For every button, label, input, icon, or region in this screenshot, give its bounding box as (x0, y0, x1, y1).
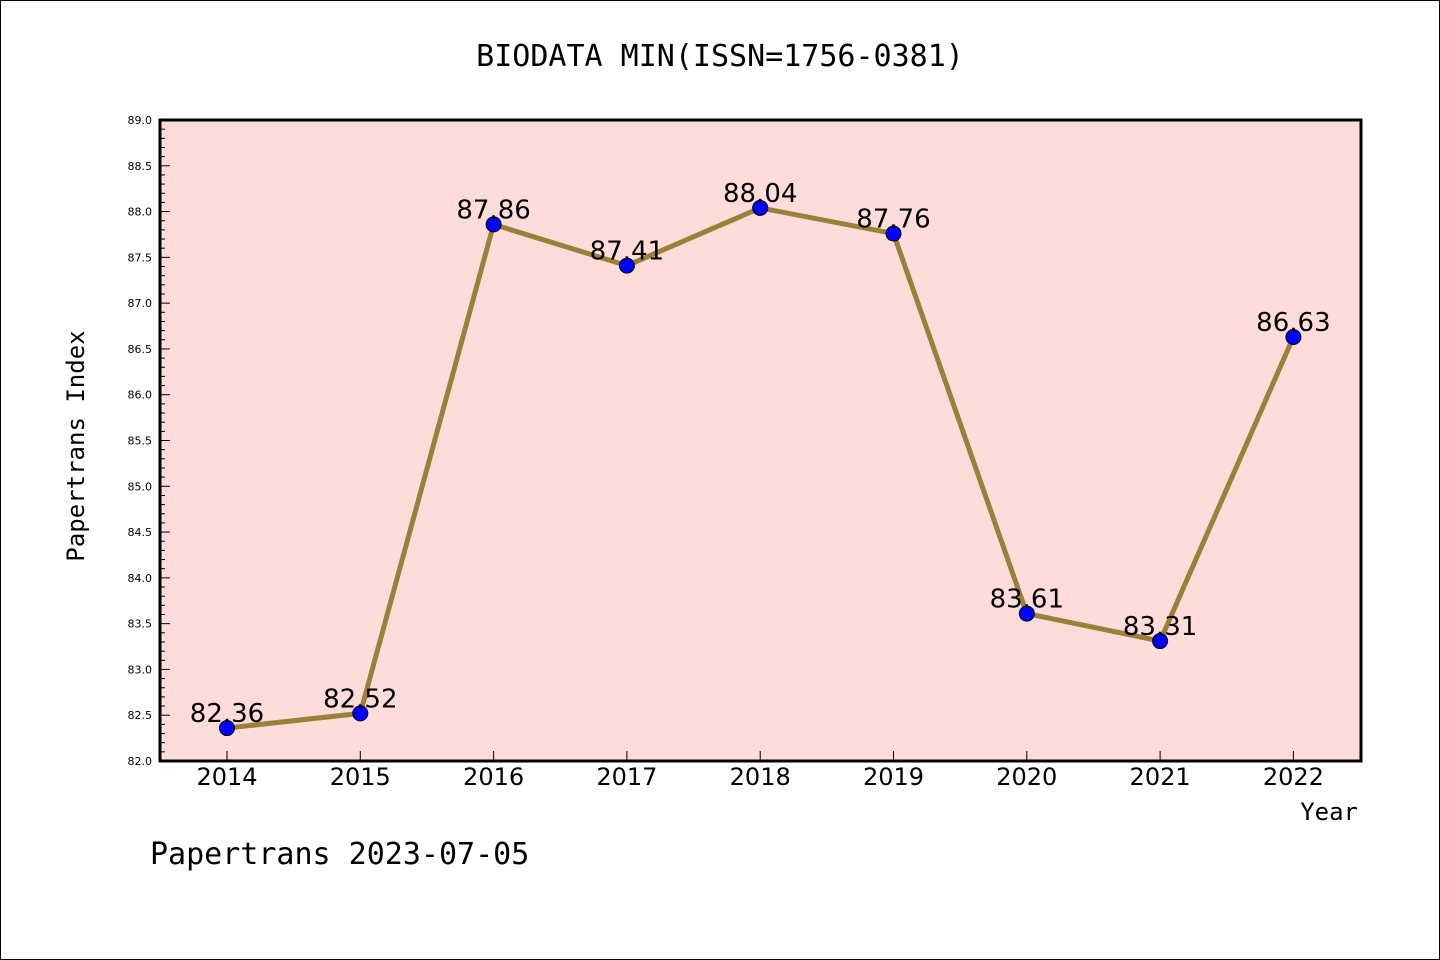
y-tick-label: 88.0 (128, 206, 153, 219)
x-tick-label: 2020 (996, 763, 1057, 791)
data-label-group: 82.36 82.52 87.86 87.41 88.04 87.76 83.61 83.31… (190, 179, 1331, 729)
x-axis: 2014 2015 2016 2017 2018 2019 2020 2021 2022 (196, 751, 1324, 791)
y-tick-label: 87.5 (128, 251, 153, 264)
x-tick-label: 2016 (463, 763, 524, 791)
x-tick-label: 2022 (1263, 763, 1324, 791)
data-point-marker (885, 225, 902, 242)
y-tick-label: 86.5 (128, 343, 153, 356)
data-label: 87.86 (456, 195, 530, 225)
y-axis: 82.0 82.5 83.0 83.5 84.0 84.5 85.0 85.5 86.0 86.5… (128, 114, 170, 768)
y-tick-label: 87.0 (128, 297, 153, 310)
data-point-marker (1018, 605, 1035, 622)
data-label: 87.41 (590, 237, 664, 267)
data-label: 82.36 (190, 699, 264, 729)
y-tick-label: 85.0 (128, 480, 153, 493)
footer-credit: Papertrans 2023-07-05 (150, 837, 529, 872)
x-tick-label: 2015 (330, 763, 391, 791)
data-point-marker (1152, 633, 1169, 650)
data-label: 88.04 (723, 179, 797, 209)
y-tick-label: 83.0 (128, 663, 153, 676)
x-tick-label: 2018 (730, 763, 791, 791)
data-point-marker (485, 216, 502, 233)
y-tick-label: 85.5 (128, 435, 153, 448)
x-tick-label: 2017 (596, 763, 657, 791)
x-axis-label: Year (1300, 798, 1358, 826)
data-point-marker (352, 705, 369, 722)
y-tick-label: 84.0 (128, 572, 153, 585)
plot-area (160, 120, 1361, 761)
y-tick-label: 88.5 (128, 160, 153, 173)
series-line-group (219, 199, 1302, 737)
x-tick-label: 2014 (196, 763, 257, 791)
chart-title: BIODATA MIN(ISSN=1756-0381) (476, 39, 964, 74)
y-axis-label: Papertrans Index (62, 330, 90, 561)
data-point-marker (752, 199, 769, 216)
y-tick-label: 82.0 (128, 755, 153, 768)
y-tick-label: 82.5 (128, 709, 153, 722)
x-tick-label: 2021 (1130, 763, 1191, 791)
y-tick-label: 86.0 (128, 389, 153, 402)
x-tick-label: 2019 (863, 763, 924, 791)
data-label: 86.63 (1256, 308, 1330, 338)
data-point-marker (1285, 329, 1302, 346)
data-point-marker (219, 720, 235, 737)
y-tick-label: 84.5 (128, 526, 153, 539)
data-label: 83.31 (1123, 612, 1197, 642)
y-tick-label: 89.0 (128, 114, 153, 127)
plot-border (158, 118, 1363, 763)
data-point-marker (618, 257, 635, 274)
data-label: 82.52 (323, 684, 397, 714)
data-label: 83.61 (990, 585, 1064, 615)
y-tick-label: 83.5 (128, 618, 153, 631)
data-label: 87.76 (856, 205, 930, 235)
